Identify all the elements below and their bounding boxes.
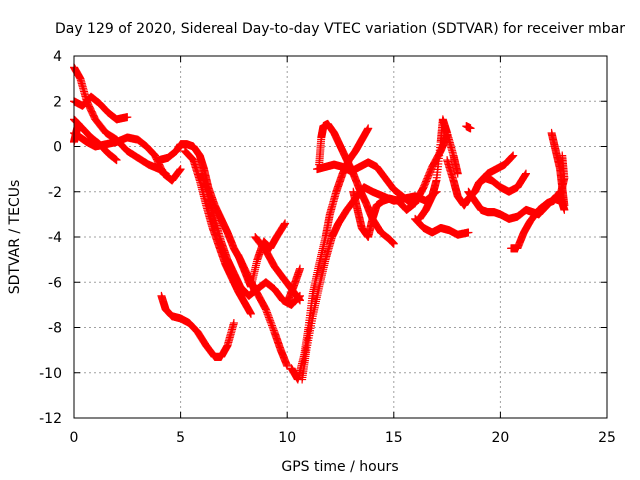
- data-series: [313, 158, 420, 208]
- x-tick-label: 25: [598, 430, 616, 446]
- data-point: [389, 239, 398, 248]
- data-series: [197, 169, 304, 309]
- data-point: [507, 152, 516, 161]
- data-series: [251, 233, 304, 305]
- y-tick-label: 0: [53, 140, 62, 156]
- data-series: [507, 187, 565, 253]
- data-series: [283, 264, 304, 307]
- data-series: [157, 291, 238, 361]
- data-series: [411, 214, 473, 239]
- data-point: [280, 220, 289, 229]
- data-series: [475, 151, 518, 187]
- data-point: [175, 166, 184, 175]
- plot-frame: [73, 55, 608, 419]
- data-series: [556, 151, 569, 214]
- y-tick-label: -12: [39, 411, 62, 427]
- data-series: [234, 219, 290, 291]
- data-point: [281, 219, 290, 228]
- data-point: [176, 165, 185, 174]
- data-point: [295, 296, 304, 305]
- data-point: [508, 152, 517, 161]
- y-tick-label: -10: [39, 366, 62, 382]
- data-point: [229, 318, 238, 327]
- y-axis-label: SDTVAR / TECUs: [7, 180, 23, 295]
- x-tick-label: 0: [70, 430, 79, 446]
- data-point: [295, 295, 304, 304]
- x-tick-label: 20: [491, 430, 509, 446]
- data-point: [295, 264, 304, 273]
- data-point: [521, 170, 530, 179]
- data-point: [507, 153, 516, 162]
- data-point: [464, 228, 473, 237]
- data-point: [283, 361, 292, 370]
- x-tick-label: 5: [176, 430, 185, 446]
- y-tick-label: -6: [48, 275, 62, 291]
- data-point: [246, 309, 255, 318]
- data-point: [74, 119, 83, 128]
- data-point: [509, 151, 518, 160]
- x-axis-label: GPS time / hours: [281, 459, 398, 475]
- y-tick-label: 2: [53, 94, 62, 110]
- data-point: [521, 169, 530, 178]
- data-point: [123, 113, 132, 122]
- data-point: [364, 124, 373, 133]
- data-series: [462, 122, 475, 133]
- y-tick-label: -4: [48, 230, 62, 246]
- data-point: [560, 205, 569, 214]
- data-point: [175, 165, 184, 174]
- data-point: [466, 124, 475, 133]
- x-tick-label: 15: [385, 430, 403, 446]
- data-series: [70, 92, 132, 124]
- y-tick-label: -8: [48, 321, 62, 337]
- data-point: [294, 294, 303, 303]
- y-tick-label: 4: [53, 49, 62, 65]
- data-markers: [70, 63, 569, 384]
- chart-title: Day 129 of 2020, Sidereal Day-to-day VTE…: [55, 21, 625, 37]
- data-point: [112, 156, 121, 165]
- data-series: [415, 115, 462, 223]
- y-tick-label: -2: [48, 185, 62, 201]
- data-series: [287, 124, 373, 384]
- data-point: [520, 171, 529, 180]
- data-point: [279, 221, 288, 230]
- ticks: 0 5 10 15 20 25 -12 -10 -8 -6 -4 -2 0 2 4: [39, 49, 616, 446]
- x-tick-label: 10: [278, 430, 296, 446]
